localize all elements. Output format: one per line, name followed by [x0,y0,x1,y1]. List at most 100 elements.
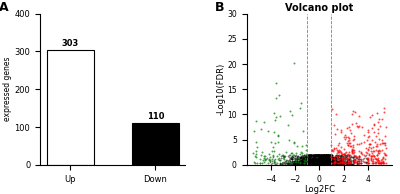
Point [344,163,351,166]
Point [310,153,316,157]
Point [345,153,352,156]
Point [317,163,323,166]
Point [328,162,334,165]
Point [298,155,304,158]
Point [311,158,317,161]
Point [264,156,270,159]
Point [356,161,363,165]
Point [370,149,376,152]
Point [369,139,375,142]
Point [290,163,297,166]
Point [354,156,360,159]
Point [339,154,345,158]
Point [298,160,304,163]
Point [310,157,316,160]
Point [267,160,274,163]
Point [277,114,283,117]
Point [329,158,336,162]
Point [296,160,302,164]
Point [321,163,328,166]
Point [330,161,337,164]
Point [363,147,369,150]
Point [307,163,314,166]
Point [320,162,326,165]
Point [286,154,293,157]
Point [302,163,308,166]
Point [315,153,322,156]
Point [322,162,328,165]
Point [321,161,327,164]
Point [257,161,264,164]
Point [348,145,354,148]
Point [300,162,307,165]
Point [326,153,332,156]
Point [315,159,321,162]
Point [374,158,381,161]
Point [338,163,344,166]
Point [304,162,311,165]
Point [320,163,326,166]
Point [312,153,318,156]
Point [302,162,308,165]
Point [325,153,332,156]
Point [287,159,293,163]
Point [310,154,316,158]
Point [318,160,324,163]
Point [318,163,325,166]
Point [313,162,320,165]
Point [300,163,306,166]
Point [312,161,319,165]
Point [321,163,327,166]
Point [328,162,335,165]
Point [310,159,317,162]
Point [319,158,326,162]
Point [254,145,260,148]
Point [310,162,316,165]
Point [318,159,324,162]
Point [305,160,311,163]
Point [328,162,334,165]
Point [327,160,333,163]
Point [309,153,315,156]
Point [321,153,328,156]
Point [319,162,326,165]
Point [316,163,322,166]
Point [318,154,324,157]
Point [354,157,361,160]
Point [319,156,326,159]
Point [294,161,300,164]
Point [322,162,329,165]
Point [322,157,329,160]
Point [313,153,319,156]
Point [320,160,327,163]
Point [306,162,312,165]
Point [290,159,297,162]
Point [314,163,320,166]
Point [320,154,326,157]
Point [316,161,322,164]
Point [378,117,385,120]
Point [313,159,320,163]
Point [310,163,317,166]
Point [319,162,325,165]
Point [305,153,312,156]
Point [315,158,321,161]
Point [321,153,327,156]
Point [319,153,325,156]
Point [311,161,318,164]
Bar [132,123,179,165]
Point [318,159,325,163]
Point [310,161,316,164]
Point [339,154,345,157]
Point [308,160,314,163]
Point [323,162,330,165]
Point [294,163,301,166]
Point [312,155,318,158]
Point [327,158,334,162]
Point [325,161,332,165]
Point [308,160,314,163]
Point [320,160,326,163]
Point [322,158,328,161]
Point [318,154,324,158]
Point [314,155,320,158]
